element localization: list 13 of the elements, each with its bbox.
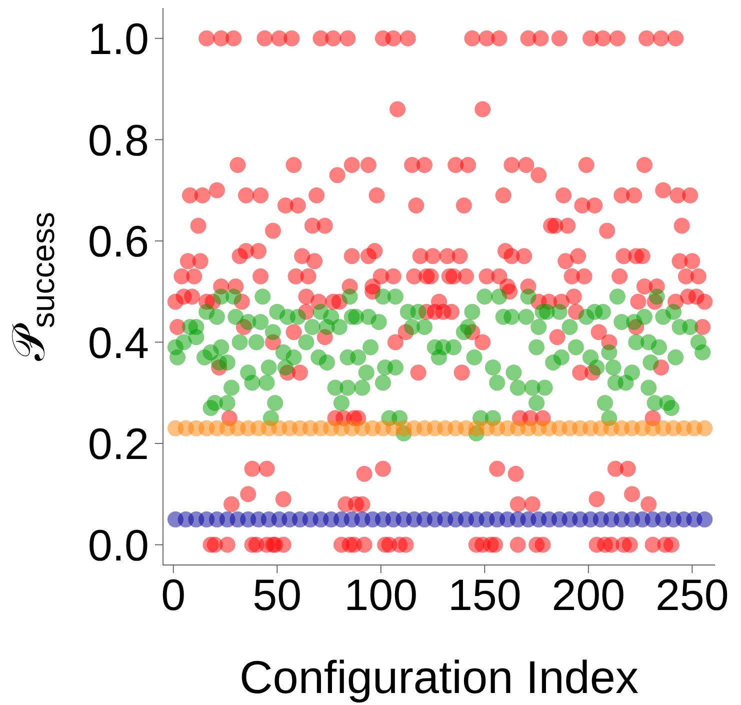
x-tick-label: 150: [448, 571, 522, 620]
x-axis-title: Configuration Index: [240, 651, 638, 703]
x-tick-label: 100: [344, 571, 418, 620]
x-tick-label: 250: [655, 571, 729, 620]
y-tick-label: 1.0: [88, 15, 149, 64]
x-tick-label: 0: [161, 571, 186, 620]
x-tick-label: 200: [552, 571, 626, 620]
y-tick-label: 0.2: [88, 420, 149, 470]
y-tick-label: 0.8: [88, 116, 149, 166]
y-tick-label: 0.4: [88, 318, 149, 368]
y-tick-label: 0.0: [88, 521, 149, 570]
x-tick-label: 50: [252, 571, 302, 620]
y-tick-label: 0.6: [88, 218, 149, 267]
